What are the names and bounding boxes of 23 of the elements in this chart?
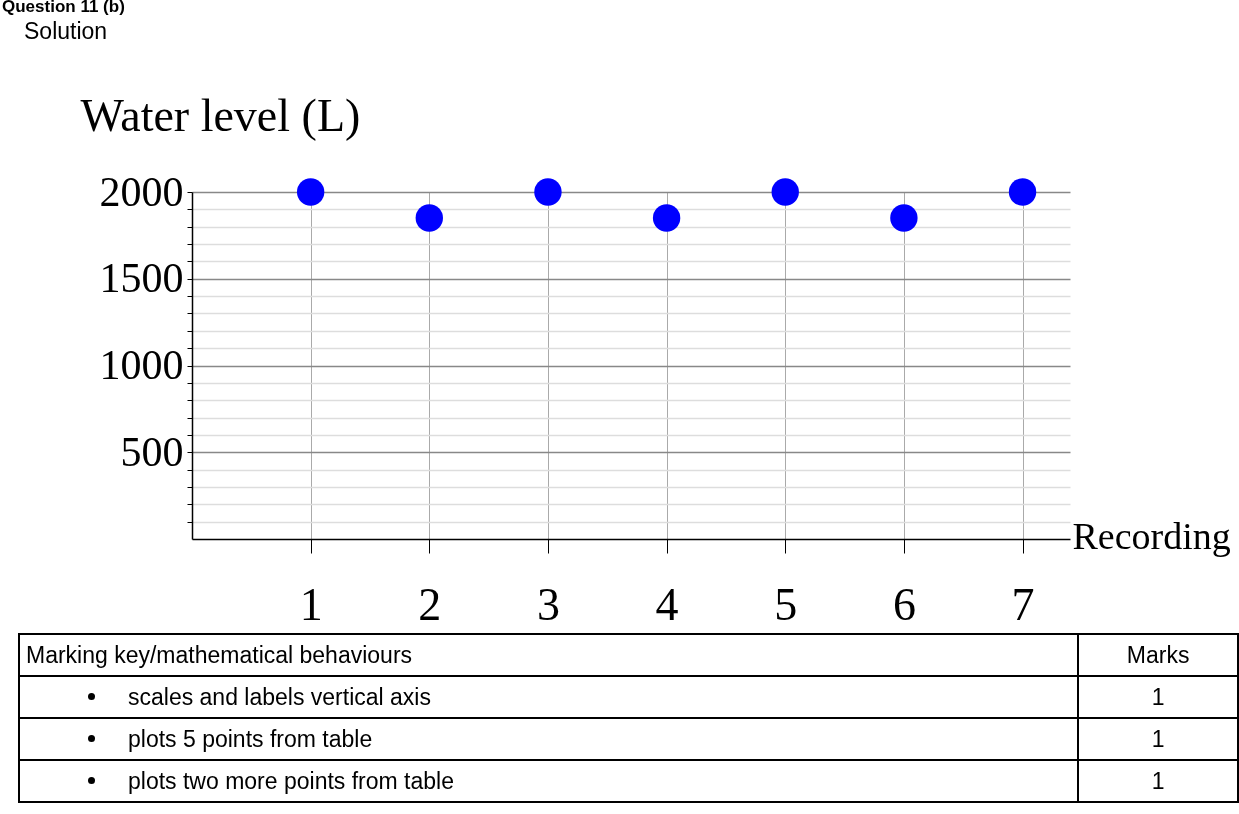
x-tick-label: 1 bbox=[299, 578, 323, 630]
x-tick-label: 3 bbox=[536, 578, 560, 630]
text: 1 bbox=[1078, 760, 1238, 802]
y-tick-label: 500 bbox=[120, 428, 184, 475]
text: 1 bbox=[1078, 676, 1238, 718]
text: scales and labels vertical axis bbox=[19, 676, 1079, 718]
text: Marking key/mathematical behaviours bbox=[19, 634, 1079, 676]
text: Solution bbox=[24, 18, 108, 45]
text: Question 11 (b) bbox=[2, 0, 125, 17]
x-tick-label: 5 bbox=[774, 578, 798, 630]
y-tick-label: 2000 bbox=[99, 168, 184, 215]
x-tick-label: 2 bbox=[418, 578, 442, 630]
x-tick-label: 6 bbox=[892, 578, 916, 630]
y-tick-label: 1000 bbox=[99, 342, 184, 388]
y-tick-label: 1500 bbox=[99, 255, 184, 302]
x-axis-title: Recording bbox=[1072, 514, 1231, 557]
text: 1 bbox=[1078, 718, 1238, 760]
x-tick-label: 4 bbox=[655, 578, 679, 630]
x-tick-label: 7 bbox=[1011, 578, 1035, 630]
text: plots 5 points from table bbox=[19, 718, 1079, 760]
text: Marks bbox=[1078, 634, 1238, 676]
text: plots two more points from table bbox=[19, 760, 1079, 802]
y-axis-title: Water level (L) bbox=[80, 89, 361, 141]
